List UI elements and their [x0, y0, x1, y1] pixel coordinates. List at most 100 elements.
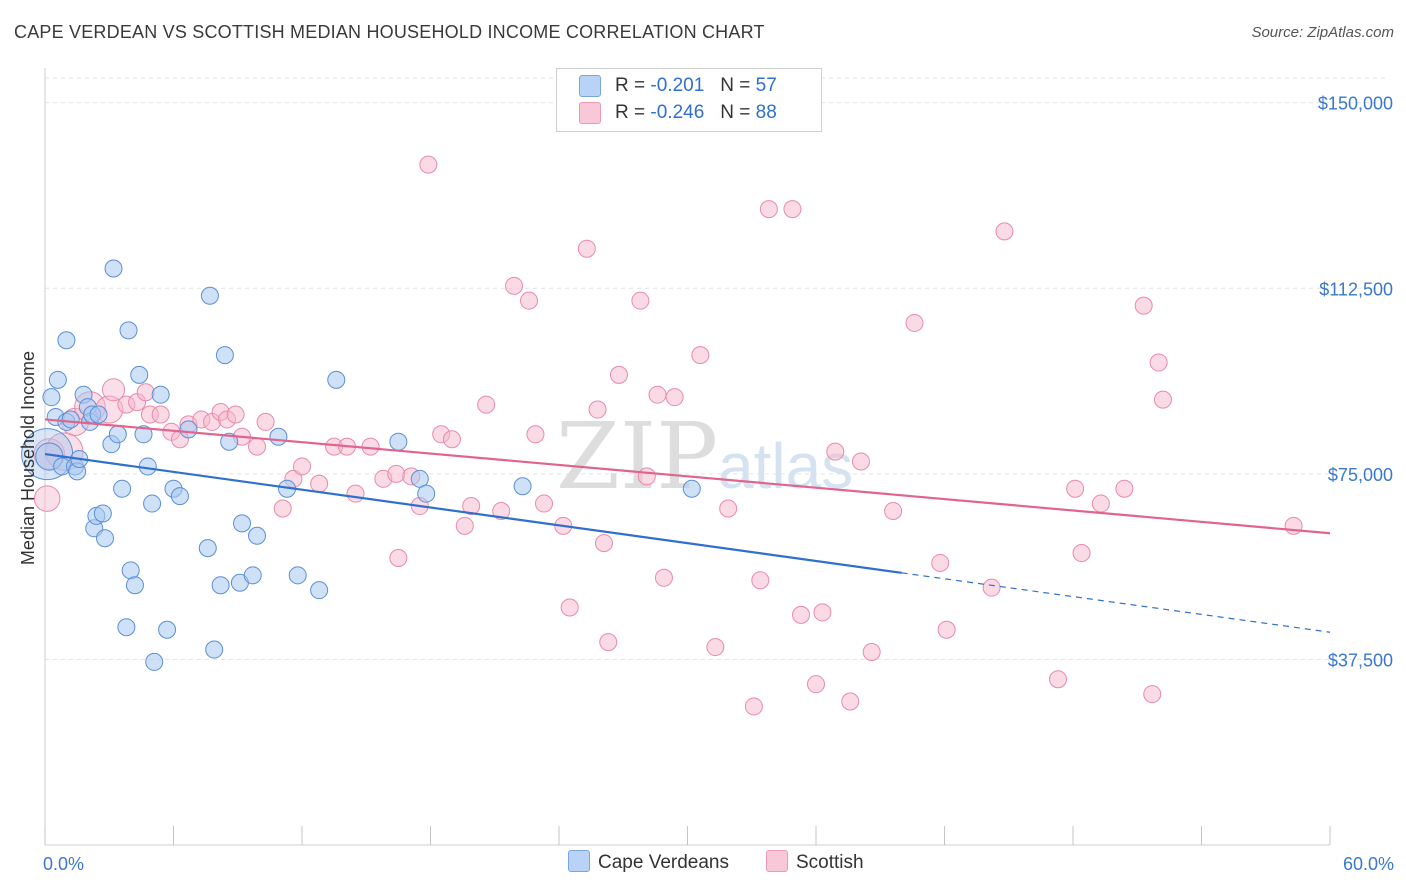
cape-verdean-point: [121, 561, 140, 580]
cape-verdean-point: [158, 620, 177, 639]
cape-verdean-point: [130, 365, 149, 384]
y-tick-label: $150,000: [1318, 94, 1393, 114]
x-tick-label-max: 60.0%: [1343, 854, 1394, 874]
scottish-point: [744, 697, 763, 716]
scottish-point: [1149, 353, 1168, 372]
cape-verdean-point: [48, 370, 67, 389]
scottish-point: [884, 501, 903, 520]
cape-verdean-point: [248, 526, 267, 545]
y-tick-label: $37,500: [1328, 650, 1393, 670]
watermark: ZIP atlas: [556, 403, 853, 510]
legend-r-value: -0.201: [650, 75, 705, 97]
scottish-point: [719, 499, 738, 518]
scottish-point: [851, 452, 870, 471]
scottish-point: [609, 365, 628, 384]
scottish-point: [654, 568, 673, 587]
cape-verdean-point: [57, 331, 76, 350]
cape-verdean-point: [93, 504, 112, 523]
scottish-point: [477, 395, 496, 414]
scottish-point: [1066, 479, 1085, 498]
scottish-point: [691, 346, 710, 365]
scottish-point: [813, 603, 832, 622]
cape-verdean-point: [513, 477, 532, 496]
scottish-point: [1284, 516, 1303, 535]
legend-row-scottish: R = -0.246 N = 88: [579, 102, 777, 124]
scottish-point: [665, 388, 684, 407]
cape-verdean-point: [389, 432, 408, 451]
chart-title: CAPE VERDEAN VS SCOTTISH MEDIAN HOUSEHOL…: [14, 22, 765, 42]
cape-verdean-point: [327, 370, 346, 389]
cape-verdean-point: [220, 432, 239, 451]
scottish-point: [937, 620, 956, 639]
scottish-trend-line: [44, 418, 1331, 535]
legend-n-value: 88: [755, 102, 777, 124]
cape-verdean-point: [198, 539, 217, 558]
scottish-point: [841, 692, 860, 711]
legend-item-cape-verdeans[interactable]: Cape Verdeans: [568, 850, 729, 874]
scottish-point: [310, 474, 329, 493]
cape-verdean-point: [682, 479, 701, 498]
scottish-point: [862, 643, 881, 662]
scottish-point: [1134, 296, 1153, 315]
scottish-point: [1091, 494, 1110, 513]
cape-verdeans-swatch: [568, 850, 590, 873]
cape-verdean-point: [288, 566, 307, 585]
legend-n-label: N =: [720, 75, 751, 97]
cape-verdean-point: [134, 425, 153, 444]
scottish-point: [151, 405, 170, 424]
cape-verdean-point: [211, 576, 230, 595]
scottish-point: [982, 578, 1001, 597]
scottish-point: [346, 484, 365, 503]
cape-verdean-point: [61, 410, 80, 429]
cape-verdean-point: [125, 576, 144, 595]
cape-verdean-point: [95, 529, 114, 548]
cape-verdean-point: [108, 425, 127, 444]
y-tick-label: $75,000: [1328, 465, 1393, 485]
scottish-point: [535, 494, 554, 513]
scottish-point: [792, 605, 811, 624]
cape-verdean-point: [417, 484, 436, 503]
y-tick-label: $112,500: [1319, 279, 1393, 299]
scottish-swatch: [579, 102, 601, 124]
scottish-point: [293, 457, 311, 476]
cape-verdeans-swatch: [579, 75, 601, 97]
scottish-point: [560, 598, 579, 617]
scottish-point: [1153, 390, 1172, 409]
scottish-point: [387, 464, 406, 483]
cape-verdean-point: [104, 259, 123, 278]
scottish-point: [1115, 479, 1134, 498]
scottish-point: [136, 383, 155, 402]
scottish-point: [248, 437, 267, 456]
scottish-point: [599, 633, 618, 652]
scottish-point: [455, 516, 474, 535]
cape-verdean-point: [179, 420, 198, 439]
legend-row-cape-verdeans: R = -0.201 N = 57: [579, 75, 777, 97]
scottish-point: [588, 400, 607, 419]
scottish-swatch: [766, 850, 788, 873]
scottish-point: [751, 571, 770, 590]
legend-item-scottish[interactable]: Scottish: [766, 850, 864, 874]
scottish-point: [637, 467, 656, 486]
scottish-point: [783, 200, 802, 219]
cape-verdean-point: [170, 487, 189, 506]
source-label: Source: ZipAtlas.com: [1251, 24, 1394, 41]
scottish-point: [905, 313, 924, 332]
legend-n-label: N =: [720, 102, 751, 124]
cape-verdean-point: [42, 388, 61, 407]
axes: [44, 68, 1331, 846]
cape-verdean-point: [205, 640, 224, 659]
scottish-point: [706, 638, 725, 657]
scottish-point: [101, 378, 126, 402]
cape-verdean-point: [143, 494, 162, 513]
legend-label: Cape Verdeans: [598, 852, 729, 873]
scottish-point: [631, 291, 650, 310]
scottish-point: [807, 675, 825, 694]
watermark-atlas: atlas: [718, 430, 853, 502]
scottish-point: [1049, 670, 1068, 689]
scottish-point: [226, 405, 245, 424]
scottish-point: [995, 222, 1014, 241]
trend-lines: [44, 418, 1331, 633]
cape-verdean-point: [233, 514, 252, 533]
cape-verdean-point: [151, 385, 170, 404]
